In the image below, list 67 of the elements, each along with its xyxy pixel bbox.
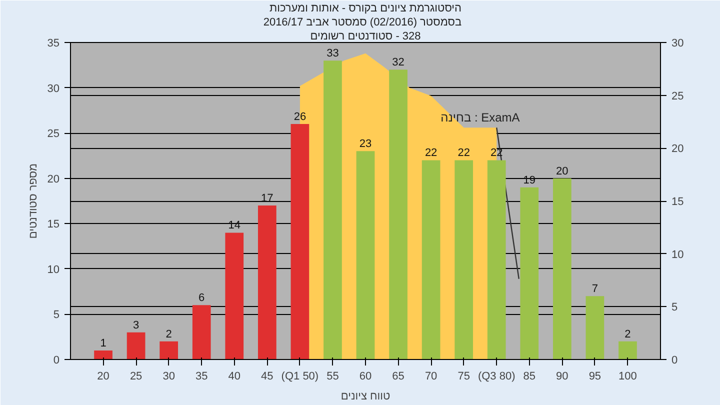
x-tick-label: 75 [458,370,470,382]
bar [552,178,572,360]
bar [618,341,637,360]
y-tick-label: 25 [47,128,60,140]
bar [389,70,408,360]
y-tick-label: 10 [47,264,60,276]
x-tick-label: 25 [130,370,142,382]
data-label: 26 [294,111,306,124]
bar [422,160,440,360]
data-label: 33 [326,48,339,60]
x-tick-label: 40 [228,370,241,382]
y2-tick-label: 10 [672,248,684,261]
bar [258,206,276,360]
x-tick-label: (Q3 80) [478,370,516,382]
data-label: 22 [458,147,470,160]
data-label: 3 [132,319,140,332]
y2-tick-label: 15 [672,196,684,208]
y-axis-title: מספר סטודנטים [27,163,40,239]
y-tick-label: 35 [47,38,60,50]
bar [454,160,474,360]
y-tick-label: 5 [53,309,60,322]
bar [586,296,604,360]
chart-subtitle: בסמסטר (02/2016) סמסטר אביב 2016/17 [263,16,462,28]
x-tick-label: 100 [618,370,637,382]
x-tick-label: 85 [523,370,536,382]
x-tick-label: (Q1 50) [281,370,319,382]
x-axis-title: טווח ציונים [340,390,390,402]
x-tick-label: 35 [195,370,208,382]
x-tick-label: 65 [392,370,404,382]
x-tick-label: 70 [424,370,438,382]
y2-tick-label: 25 [672,90,684,102]
bar [192,305,211,360]
data-label: 32 [392,56,404,69]
data-label: 1 [100,337,106,350]
data-label: 20 [556,165,568,178]
x-tick-label: 60 [359,370,372,382]
bar [290,124,310,360]
y-tick-label: 30 [47,82,60,95]
bar [356,151,375,360]
y2-tick-label: 0 [672,354,678,366]
y2-tick-label: 5 [672,302,678,314]
data-label: 22 [424,147,438,160]
y-tick-label: 15 [47,218,60,231]
bar [520,187,539,360]
bar [487,160,506,360]
data-label: 23 [359,138,372,150]
data-label: 2 [166,328,172,340]
y2-tick-label: 30 [672,38,684,50]
x-tick-label: 30 [162,370,175,382]
data-label: 6 [198,292,205,304]
bar [324,60,342,360]
y-tick-label: 20 [47,173,60,186]
y-tick-label: 0 [53,354,60,366]
y2-tick-label: 20 [672,143,684,156]
bar [94,350,112,360]
annotation: סטודנטים רשומים - 328 [310,30,421,42]
x-tick-label: 90 [556,370,568,382]
x-tick-label: 20 [97,370,110,382]
x-tick-label: 55 [326,370,339,382]
bar [126,332,146,360]
bar [225,232,244,360]
bar [160,341,178,360]
x-tick-label: 45 [261,370,274,382]
chart-title: היסטוגרמת ציונים בקורס - אותות ומערכות [269,2,462,14]
x-tick-label: 95 [588,370,602,382]
data-label: 2 [624,328,631,340]
data-label: 7 [592,283,598,296]
